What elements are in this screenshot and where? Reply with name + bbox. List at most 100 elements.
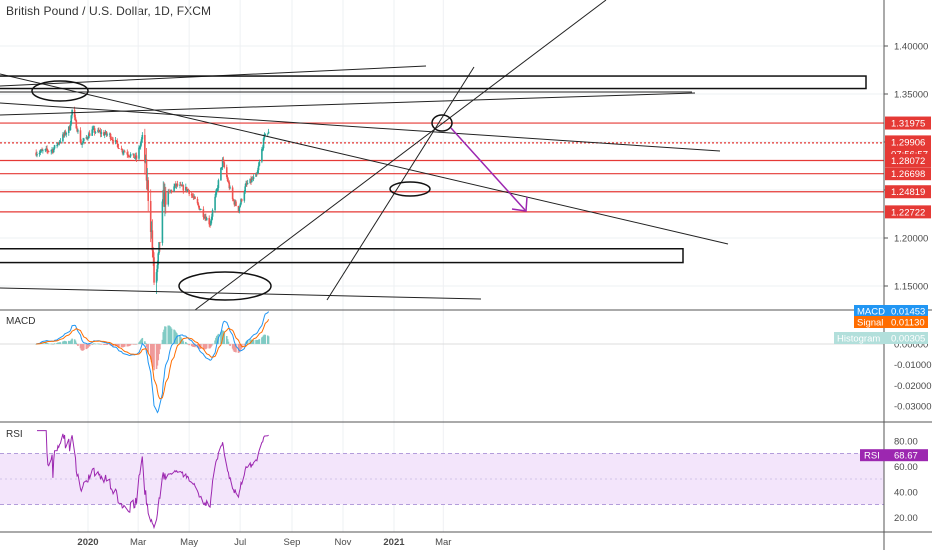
candle-body [99,131,102,134]
macd-histogram-bar [226,339,229,344]
macd-histogram-bar [134,343,137,345]
candle-body [251,178,253,182]
trendline-bottom-flat [0,287,482,300]
macd-histogram-bar [140,339,143,344]
macd-histogram-bar [205,344,207,350]
macd-histogram-bar [258,339,261,344]
macd-histogram-bar [202,344,205,350]
macd-histogram-bar [225,336,228,344]
macd-histogram-bar [197,344,200,349]
macd-histogram-bar [63,340,66,344]
candle-body [205,216,207,221]
candle-body [179,184,181,186]
macd-histogram-bar [132,344,134,345]
candle-body [261,148,264,149]
macd-label: MACD [6,316,35,327]
candle-body [50,150,53,152]
macd-histogram-bar [267,336,270,344]
candle-body [185,186,188,192]
candle-body [129,156,131,157]
macd-histogram-bar [91,344,93,345]
macd-histogram-bar [169,327,172,344]
candle-body [68,126,71,131]
candle-body [164,191,167,205]
price-tag-label: 1.24819 [891,187,925,198]
price-tag-label: 1.22722 [891,207,925,218]
macd-histogram-bar [135,344,138,345]
price-tag [885,154,931,168]
macd-histogram-bar [159,344,161,350]
macd-histogram-bar [57,342,60,344]
candle-body [162,190,165,202]
macd-histogram-bar [35,344,37,345]
candle-body [93,128,95,130]
macd-histogram-bar [123,344,125,347]
macd-histogram-bar [93,343,95,344]
candle-body [53,145,56,149]
macd-histogram-bar [94,343,97,345]
candle-body [94,131,97,133]
candle-body [250,178,252,182]
rsi-axis: 80.00 60.00 40.00 20.00 RSI 68.67 [860,436,928,524]
candle-body [240,199,242,205]
macd-histogram-bar [157,344,160,361]
candle-body [145,159,148,181]
macd-histogram-bar [81,344,83,351]
candle-body [190,193,193,196]
candle-body [98,131,101,133]
macd-histogram-bar [62,341,64,344]
macd-histogram-bar [133,344,135,345]
candle-body [215,189,218,192]
macd-histogram-bar [173,329,175,344]
zone-rect [0,248,684,264]
macd-histogram-bar [56,342,58,344]
candle-body [233,200,236,205]
macd-histogram-bar [77,344,79,346]
candle-body [181,185,184,187]
macd-histogram-bar [163,329,165,344]
candle-body [83,138,85,142]
macd-histogram-bar [176,334,179,344]
candle-body [122,152,124,153]
macd-tag-name: Histogram [837,334,880,345]
ellipse-breakout [389,181,431,197]
candle-body [231,187,234,200]
candle-body [158,242,160,254]
candle-body [144,134,146,163]
candle-body [232,199,235,201]
macd-histogram-bar [129,344,132,346]
candle-body [227,181,230,183]
macd-histogram-bar [145,344,148,348]
macd-histogram-bar [168,325,170,344]
candle-body [108,133,111,135]
rsi-band [0,453,884,505]
candle-body [180,184,183,187]
rsi-label: RSI [6,429,23,440]
macd-histogram-bar [118,344,120,348]
candle-body [169,190,172,192]
macd-histogram-bar [205,344,208,349]
candle-body [225,167,228,177]
macd-axis-label: 0.00000 [894,340,928,351]
candle-body [188,190,190,194]
macd-histogram-bar [93,343,96,345]
candle-body [226,176,229,182]
macd-histogram-bar [65,341,68,344]
rsi-pane [37,430,269,530]
macd-histogram-bar [204,344,206,350]
macd-histogram-bar [50,343,53,345]
candle-body [182,185,185,191]
macd-axis-label: -0.02000 [894,381,932,392]
macd-histogram-bar [68,341,71,344]
macd-tag [854,305,928,317]
candle-body [103,132,105,136]
candle-body [81,142,83,145]
macd-histogram-bar [185,341,187,344]
candle-body [116,140,119,144]
macd-histogram-bar [47,343,50,345]
time-axis: 2020 Mar May Jul Sep Nov 2021 Mar [77,537,451,548]
time-tick-label: Nov [335,537,352,548]
candle-body [57,142,60,144]
macd-histogram-bar [149,344,152,360]
